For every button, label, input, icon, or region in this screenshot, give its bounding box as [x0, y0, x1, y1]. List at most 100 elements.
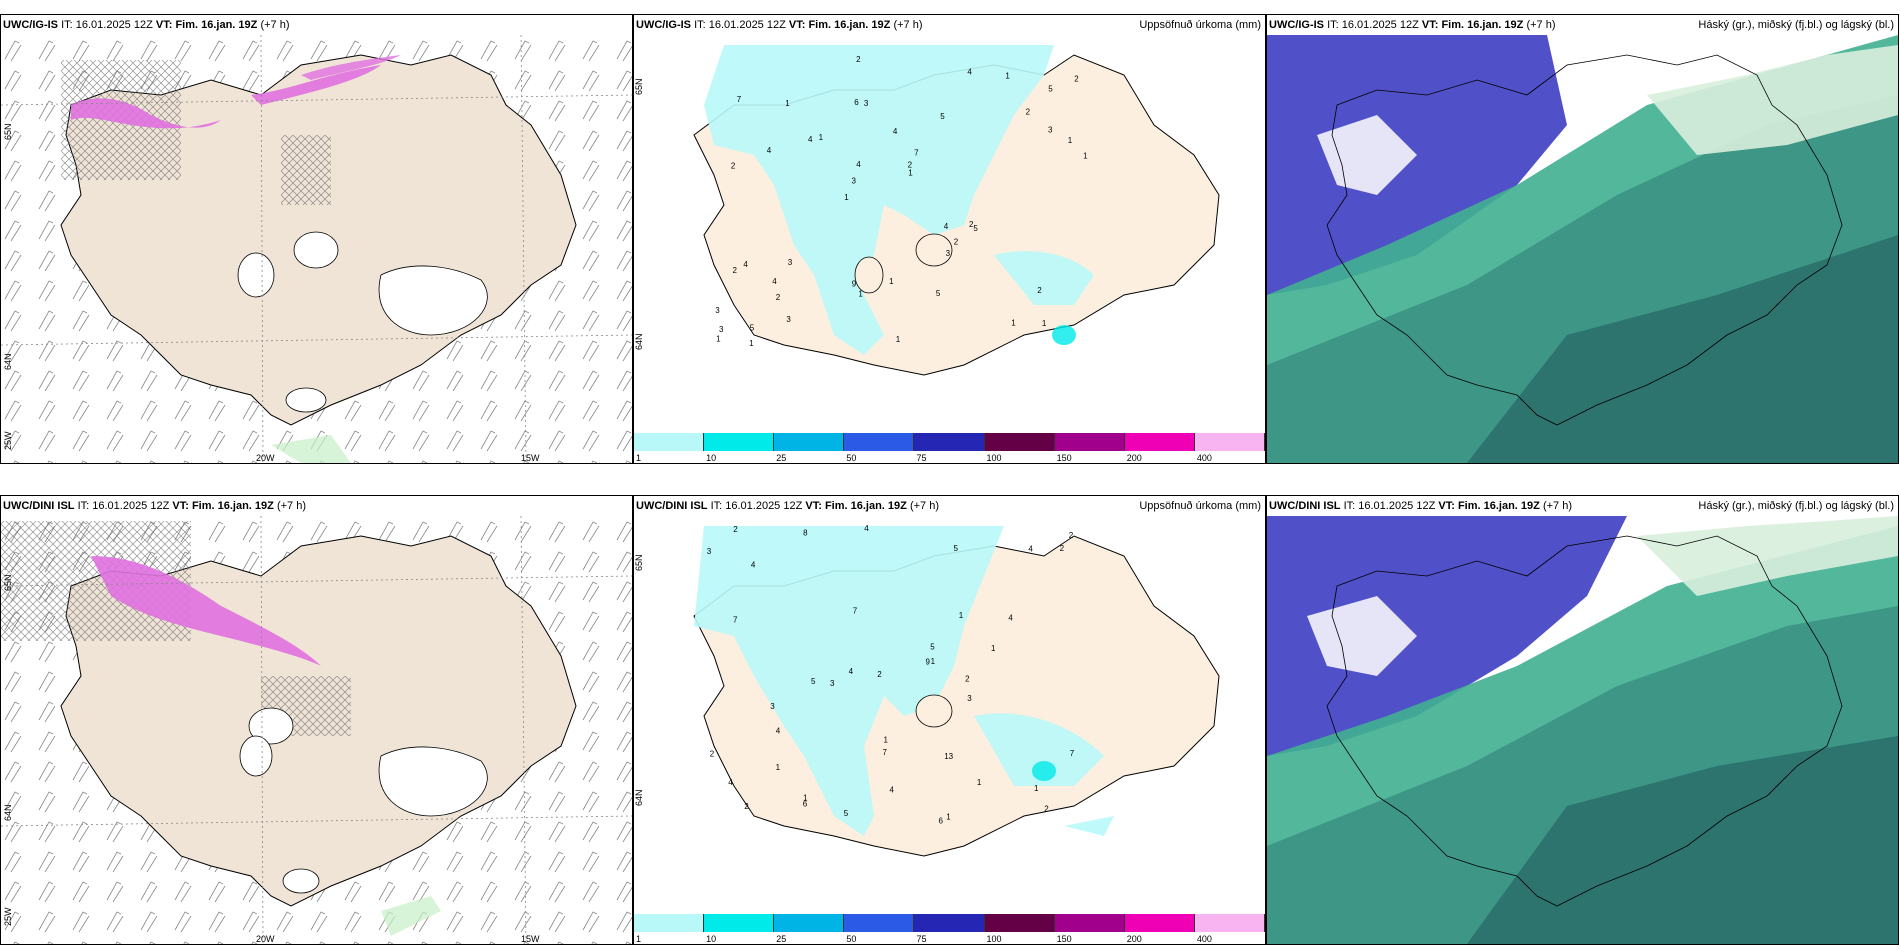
panel-title: Uppsöfnuð úrkoma (mm)	[1139, 19, 1261, 31]
precip-panel-bottom: UWC/DINI ISL IT: 16.01.2025 12Z VT: Fim.…	[633, 495, 1266, 945]
vt-value: Fim. 16.jan. 19Z	[808, 19, 891, 31]
precip-value: 2	[856, 55, 861, 64]
lat-label-65n: 65N	[3, 574, 13, 591]
precip-value: 6	[854, 98, 859, 107]
panel-title: Háský (gr.), miðský (fj.bl.) og lágský (…	[1698, 19, 1894, 31]
precip-value: 1	[749, 339, 754, 348]
precip-value: 7	[733, 616, 738, 625]
precip-value: 7	[883, 748, 888, 757]
cloud-panel-bottom: UWC/DINI ISL IT: 16.01.2025 12Z VT: Fim.…	[1266, 495, 1899, 945]
panel-header: UWC/DINI ISL IT: 16.01.2025 12Z VT: Fim.…	[1269, 496, 1572, 516]
precip-value: 5	[954, 544, 959, 553]
precip-value: 3	[707, 547, 712, 556]
precip-value: 1	[776, 763, 781, 772]
precip-value: 2	[733, 266, 738, 275]
precip-value: 3	[770, 702, 775, 711]
precip-value: 1	[884, 736, 889, 745]
precip-value: 5	[844, 809, 849, 818]
colorbar-label: 75	[916, 453, 927, 463]
precip-value: 4	[728, 778, 733, 787]
precip-value: 4	[856, 160, 861, 169]
precip-value: 3	[852, 177, 857, 186]
lead-time: (+7 h)	[1526, 19, 1556, 31]
vt-label: VT:	[1421, 19, 1439, 31]
precip-value: 3	[830, 679, 835, 688]
precip-value: 3	[715, 306, 720, 315]
wind-map	[1, 516, 632, 944]
colorbar-label: 200	[1126, 453, 1142, 463]
precip-value: 2	[710, 750, 715, 759]
colorbar-cell	[914, 433, 985, 451]
precip-value: 2	[954, 237, 959, 246]
precip-value: 2	[744, 802, 749, 811]
precip-value: 4	[944, 222, 949, 231]
model-name: UWC/DINI ISL	[3, 500, 75, 512]
precip-value: 1	[819, 133, 824, 142]
precip-value: 4	[772, 277, 777, 286]
precip-value: 3	[719, 325, 724, 334]
colorbar-cell	[1054, 914, 1125, 932]
vt-label: VT:	[172, 500, 189, 512]
precip-value: 2	[908, 160, 913, 169]
it-value: 16.01.2025 12Z	[708, 19, 786, 31]
panel-header: UWC/IG-IS IT: 16.01.2025 12Z VT: Fim. 16…	[3, 15, 289, 35]
colorbar-label: 75	[916, 934, 927, 944]
precip-value: 1	[931, 657, 936, 666]
it-label: IT:	[1343, 500, 1356, 512]
lead-time: (+7 h)	[893, 19, 923, 31]
colorbar-label: 50	[846, 934, 857, 944]
precip-value: 2	[731, 161, 736, 170]
colorbar-label: 100	[986, 934, 1002, 944]
cloud-panel-top: UWC/IG-IS IT: 16.01.2025 12Z VT: Fim. 16…	[1266, 14, 1899, 464]
precip-value: 2	[1074, 74, 1079, 83]
precip-value: 4	[967, 68, 972, 77]
panel-header: UWC/DINI ISL IT: 16.01.2025 12Z VT: Fim.…	[636, 496, 939, 516]
precip-value: 7	[1070, 749, 1075, 758]
precip-value: 2	[1037, 286, 1042, 295]
precip-values: 1251556441323757214339414312214433123112…	[715, 55, 1088, 348]
precip-value: 2	[1026, 107, 1031, 116]
lat-label-64n: 64N	[3, 353, 13, 370]
colorbar-cell	[984, 433, 1055, 451]
panel-title: Uppsöfnuð úrkoma (mm)	[1139, 500, 1261, 512]
precip-value: 13	[944, 752, 953, 761]
lon-label-20w: 20W	[256, 453, 275, 463]
precip-value: 2	[1060, 544, 1065, 553]
precip-panel-top: UWC/IG-IS IT: 16.01.2025 12Z VT: Fim. 16…	[633, 14, 1266, 464]
colorbar-label: 150	[1056, 934, 1072, 944]
precip-value: 9	[852, 280, 857, 289]
precip-value: 4	[776, 726, 781, 735]
precip-value: 1	[889, 277, 894, 286]
model-name: UWC/IG-IS	[3, 19, 58, 31]
precip-value: 7	[914, 149, 919, 158]
precip-value: 2	[1044, 804, 1049, 813]
vt-label: VT:	[1438, 500, 1455, 512]
precip-value: 1	[946, 812, 951, 821]
lat-label-65n: 65N	[634, 554, 644, 571]
precip-value: 4	[893, 127, 898, 136]
precip-value: 4	[890, 785, 895, 794]
it-value: 16.01.2025 12Z	[1341, 19, 1419, 31]
vt-value: Fim. 16.jan. 19Z	[191, 500, 274, 512]
panel-header: UWC/DINI ISL IT: 16.01.2025 12Z VT: Fim.…	[3, 496, 306, 516]
colorbar-label: 100	[986, 453, 1002, 463]
lon-label-15w: 15W	[521, 934, 540, 944]
colorbar-label: 10	[706, 934, 717, 944]
vt-label: VT:	[155, 19, 173, 31]
precip-value: 3	[946, 249, 951, 258]
precip-value: 5	[750, 324, 755, 333]
precip-value: 3	[967, 694, 972, 703]
precip-value: 1	[858, 290, 863, 299]
precip-value: 4	[767, 146, 772, 155]
colorbar-cell	[1124, 433, 1195, 451]
colorbar-cell	[844, 914, 915, 932]
precip-value: 1	[716, 334, 721, 343]
it-value: 16.01.2025 12Z	[1358, 500, 1436, 512]
cloud-map	[1267, 35, 1898, 463]
precip-value: 2	[1069, 531, 1074, 540]
precip-value: 7	[853, 607, 858, 616]
precip-value: 1	[785, 99, 790, 108]
precip-value: 1	[977, 778, 982, 787]
colorbar: 1 10 25 50 75 100 150 200 400	[634, 914, 1265, 944]
colorbar-cell	[704, 914, 775, 932]
